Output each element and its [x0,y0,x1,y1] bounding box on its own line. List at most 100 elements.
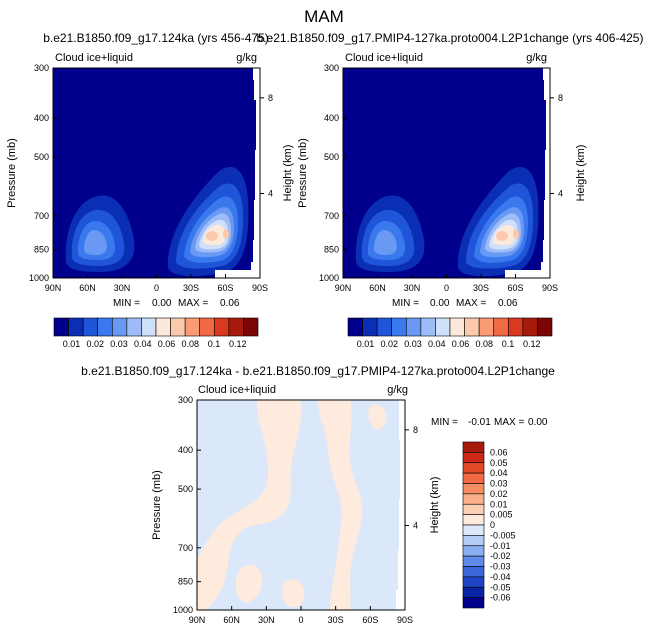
x-tick-label: 0 [154,283,159,293]
x-tick-label: 60N [223,615,240,625]
colorbar-swatch [420,317,436,337]
figure-title: MAM [304,7,344,26]
colorbar-label: 0.01 [490,499,508,509]
colorbar-swatch [82,317,99,337]
y-tick-label: 400 [34,113,49,123]
colorbar-swatch [435,317,451,337]
panel-1-south-core-2 [223,229,229,239]
colorbar-swatch [68,317,84,337]
x-tick-label: 60S [217,283,233,293]
panel-3-variable: Cloud ice+liquid [198,384,276,396]
colorbar-label: -0.02 [490,551,511,561]
colorbar-label: 0.06 [490,447,508,457]
x-tick-label: 90N [45,283,62,293]
colorbar-swatch [347,317,363,337]
panel-1-north-level-4 [84,230,107,255]
y-tick-label: 1000 [29,273,49,283]
colorbar-swatch [462,514,485,526]
y-tick-label: 700 [34,211,49,221]
panel-1-units: g/kg [236,52,257,64]
colorbar-swatch [362,317,378,337]
panel-2-x-axis: 90N 60N 30N 0 30S 60S 90S [335,274,558,293]
colorbar-label: 0.04 [490,468,508,478]
colorbar-swatch [493,317,509,337]
x-tick-label: 30S [328,615,344,625]
panel-2-south-core-2 [513,229,519,239]
x-tick-label: 90N [189,615,206,625]
y-tick-label: 700 [178,543,193,553]
x-tick-label: 30S [473,283,489,293]
colorbar-label: -0.03 [490,562,511,572]
colorbar-label: 0.06 [452,339,470,349]
colorbar-label: -0.04 [490,572,511,582]
panel-2-units: g/kg [526,52,547,64]
panel-1: b.e21.B1850.f09_g17.124ka (yrs 456-475) … [6,31,294,349]
colorbar-swatch [391,317,407,337]
colorbar-swatch [243,317,259,337]
panel-2-max-value: 0.06 [498,298,518,309]
colorbar-label: 0.03 [490,479,508,489]
colorbar-swatch [537,317,553,337]
colorbar-label: 0 [490,520,495,530]
panel-2-min-label: MIN = [392,298,419,309]
colorbar-swatch [462,503,485,515]
colorbar-label: 0.1 [502,339,515,349]
x-tick-label: 30S [183,283,199,293]
panel-1-max-value: 0.06 [220,298,240,309]
panel-3-max-value: 0.00 [528,417,548,428]
panel-3-ylabel: Pressure (mb) [151,470,163,540]
panel-1-y2-axis: 84 [260,93,273,198]
panel-3-positive-patch-2 [281,579,305,608]
colorbar-swatch [405,317,422,337]
panel-2-y2-axis: 84 [550,93,563,198]
panel-1-title: b.e21.B1850.f09_g17.124ka (yrs 456-475) [43,31,269,45]
colorbar-swatch [53,317,69,337]
panel-3-edge-mask [396,400,405,610]
colorbar-swatch [462,545,485,557]
panel-2-variable: Cloud ice+liquid [345,52,423,64]
panel-1-south-core [206,231,218,241]
panel-1-variable: Cloud ice+liquid [55,52,133,64]
colorbar-label: 0.01 [357,339,375,349]
colorbar-swatch [155,317,171,337]
panel-3-title: b.e21.B1850.f09_g17.124ka - b.e21.B1850.… [81,364,555,378]
y-tick-label: 1000 [173,605,193,615]
panel-3-stats: MIN = -0.01 MAX = 0.00 [431,417,548,428]
x-tick-label: 60N [79,283,96,293]
y-tick-label: 300 [178,395,193,405]
y-tick-label: 400 [324,113,339,123]
colorbar-label: 0.02 [380,339,398,349]
colorbar-swatch [170,317,186,337]
x-tick-label: 60N [369,283,386,293]
colorbar-swatch [462,524,485,536]
panel-3-y-axis: 300 400 500 700 850 1000 [173,395,201,615]
panel-1-min-label: MIN = [113,298,140,309]
panel-2: b.e21.B1850.f09_g17.PMIP4-127ka.proto004… [257,31,644,349]
x-tick-label: 90S [542,283,558,293]
colorbar-swatch [228,317,244,337]
panel-2-south-core [496,231,508,241]
panel-2-colorbar: 0.01 0.02 0.03 0.04 0.06 0.08 0.1 0.12 [347,317,553,349]
panel-1-max-label: MAX = [178,298,208,309]
y-tick-label: 1000 [319,273,339,283]
colorbar-swatch [462,462,485,474]
y-tick-label: 500 [178,484,193,494]
y2-tick-label: 8 [558,93,563,103]
colorbar-swatch [462,576,485,588]
colorbar-swatch [462,441,485,453]
x-tick-label: 30N [114,283,131,293]
y-tick-label: 500 [324,152,339,162]
colorbar-swatch [462,555,485,567]
panel-3-colorbar: 0.060.050.040.030.020.010.0050-0.005-0.0… [462,441,516,609]
panel-2-plot [343,68,550,278]
panel-3: b.e21.B1850.f09_g17.124ka - b.e21.B1850.… [81,364,555,625]
colorbar-label: 0.08 [181,339,199,349]
y-tick-label: 500 [34,152,49,162]
panel-3-field-background [197,400,405,610]
x-tick-label: 30N [404,283,421,293]
x-tick-label: 0 [298,615,303,625]
colorbar-swatch [449,317,465,337]
colorbar-swatch [462,493,485,505]
y2-tick-label: 4 [413,520,418,530]
colorbar-swatch [184,317,201,337]
